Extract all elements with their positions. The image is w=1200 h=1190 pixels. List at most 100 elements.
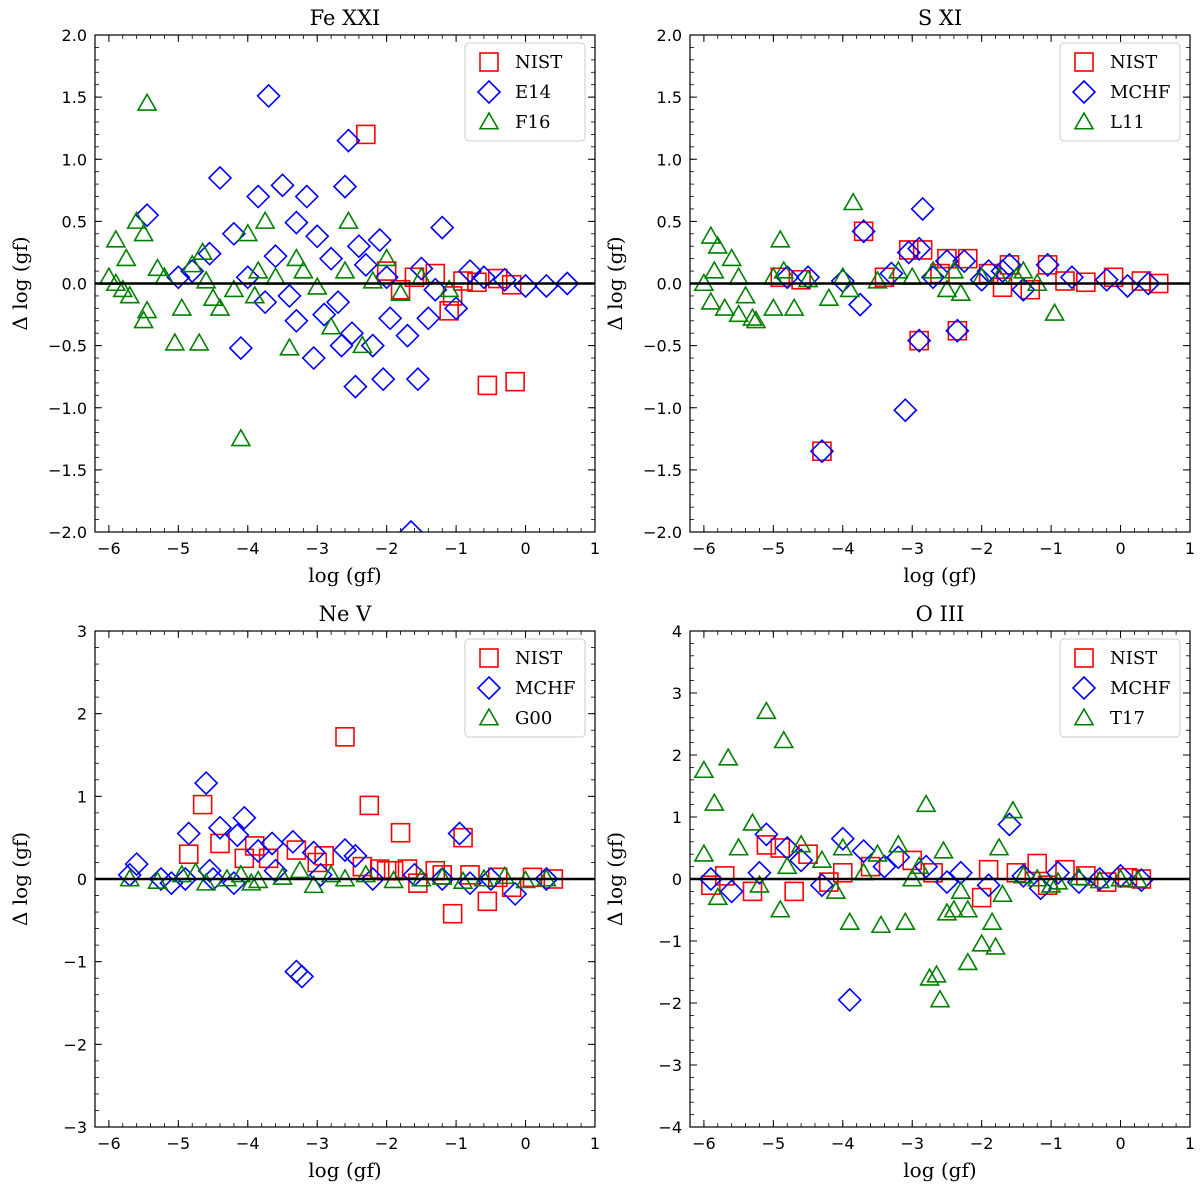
point-t17 [919,967,940,986]
point-nist [853,221,874,242]
point-mchf [343,843,368,868]
point-e14 [301,345,326,371]
point-g00 [272,866,293,885]
point-f16 [195,270,217,289]
point-f16 [286,248,307,267]
point-e14 [378,306,403,331]
point-l11 [762,297,784,316]
point-f16 [320,316,342,335]
point-t17 [693,843,715,862]
point-mchf [795,265,821,290]
x-axis-label: log (gf) [903,563,976,587]
point-mchf [893,398,918,423]
point-e14 [197,241,222,266]
point-nist [832,862,853,883]
point-t17 [853,862,874,881]
data-points [693,192,1169,464]
point-g00 [171,864,193,883]
point-l11 [728,266,749,285]
point-e14 [346,234,372,259]
point-l11 [735,285,756,304]
point-mchf [430,866,455,892]
point-f16 [351,335,373,354]
legend-label: NIST [1110,648,1157,669]
point-nist [505,371,525,392]
point-l11 [936,279,958,298]
y-tick-label: 4 [672,622,682,641]
point-t17 [756,700,777,720]
point-t17 [825,880,847,899]
y-tick-label: 0.0 [62,275,87,294]
point-f16 [133,310,154,329]
point-mchf [173,866,198,892]
point-mchf [969,267,994,292]
point-nist [1037,255,1058,275]
point-nist [971,887,992,908]
legend-label: T17 [1110,708,1145,729]
point-f16 [438,279,460,298]
point-t17 [957,952,979,971]
x-tick-label: −4 [236,539,260,558]
x-tick-label: −6 [97,539,121,558]
point-t17 [811,849,833,868]
point-nist [335,727,355,747]
point-f16 [376,248,398,267]
legend: NIST E14 F16 [464,42,586,142]
point-nist [356,124,376,145]
point-e14 [284,308,309,333]
y-tick-label: 0.5 [62,212,87,231]
point-e14 [312,302,337,327]
point-f16 [119,285,141,304]
point-nist [425,263,446,284]
y-axis-label: Δ log (gf) [8,832,32,926]
point-g00 [195,872,217,891]
legend-label: NIST [515,648,562,669]
point-l11 [783,297,805,316]
point-l11 [1012,260,1034,279]
point-f16 [254,210,276,229]
point-nist [210,833,230,854]
point-nist [999,255,1020,275]
x-tick-label: −6 [692,539,716,558]
point-mchf [1108,863,1133,889]
point-e14 [332,174,358,199]
point-mchf [948,860,973,885]
point-t17 [981,911,1003,930]
y-tick-label: 1.5 [657,88,682,107]
x-tick-label: −4 [236,1134,260,1153]
legend-label: MCHF [1110,678,1170,699]
point-g00 [355,864,377,883]
legend-marker-mchf [1071,675,1097,701]
point-t17 [988,837,1010,856]
y-tick-label: 2.0 [657,26,682,45]
point-mchf [907,236,932,261]
point-g00 [230,864,252,883]
legend-marker-nist [1074,648,1094,668]
point-g00 [431,866,453,885]
legend-marker-f16 [478,111,500,130]
point-t17 [957,899,979,918]
point-t17 [742,812,763,831]
point-e14 [228,335,253,361]
point-t17 [985,936,1006,955]
legend-box [1059,638,1181,738]
point-l11 [700,291,722,310]
point-e14 [555,271,580,296]
point-e14 [360,333,385,358]
point-nist [477,375,498,396]
point-l11 [728,303,749,323]
point-t17 [790,834,812,853]
y-tick-label: 2.0 [62,26,87,45]
x-tick-label: −1 [1039,1134,1063,1153]
point-mchf [851,219,876,244]
point-l11 [742,307,763,326]
point-l11 [714,297,736,316]
panel-o-iii: −6 −5 −4 −3 −2 −1 0 1 −4 −3 −2 −1 0 1 2 3 4 O III log (gf)… [603,602,1195,1182]
point-mchf [788,848,814,873]
point-t17 [867,843,888,862]
point-t17 [776,855,798,875]
point-mchf [360,866,385,892]
point-mchf [124,851,149,877]
legend-label: MCHF [1110,82,1170,103]
point-e14 [423,277,448,302]
